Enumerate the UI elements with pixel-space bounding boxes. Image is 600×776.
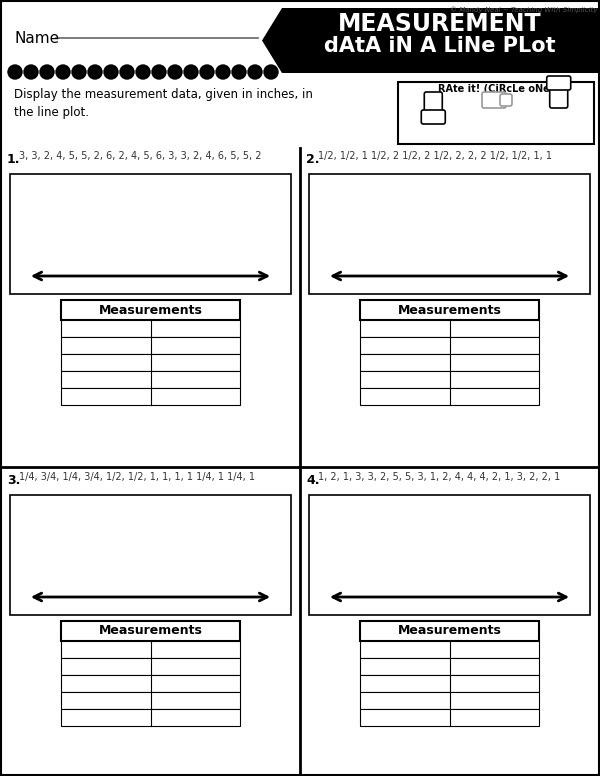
FancyBboxPatch shape — [361, 675, 539, 692]
Text: © Mandy Neal ~ Teaching With Simplicity: © Mandy Neal ~ Teaching With Simplicity — [449, 6, 597, 12]
Text: 1/4, 3/4, 1/4, 3/4, 1/2, 1/2, 1, 1, 1, 1 1/4, 1 1/4, 1: 1/4, 3/4, 1/4, 3/4, 1/2, 1/2, 1, 1, 1, 1… — [19, 472, 255, 482]
Circle shape — [168, 65, 182, 79]
FancyBboxPatch shape — [361, 354, 539, 371]
Text: Name: Name — [14, 31, 59, 46]
Circle shape — [120, 65, 134, 79]
FancyBboxPatch shape — [61, 300, 239, 320]
FancyBboxPatch shape — [421, 110, 445, 124]
Circle shape — [216, 65, 230, 79]
Circle shape — [24, 65, 38, 79]
Circle shape — [200, 65, 214, 79]
Circle shape — [248, 65, 262, 79]
FancyBboxPatch shape — [361, 371, 539, 388]
Text: 1, 2, 1, 3, 3, 2, 5, 5, 3, 1, 2, 4, 4, 4, 2, 1, 3, 2, 2, 1: 1, 2, 1, 3, 3, 2, 5, 5, 3, 1, 2, 4, 4, 4… — [318, 472, 560, 482]
Circle shape — [8, 65, 22, 79]
FancyBboxPatch shape — [61, 692, 239, 709]
FancyBboxPatch shape — [10, 174, 291, 294]
Polygon shape — [262, 8, 598, 73]
FancyBboxPatch shape — [61, 621, 239, 641]
Text: Measurements: Measurements — [398, 625, 502, 638]
FancyBboxPatch shape — [482, 92, 506, 108]
Circle shape — [72, 65, 86, 79]
FancyBboxPatch shape — [361, 621, 539, 641]
Circle shape — [152, 65, 166, 79]
FancyBboxPatch shape — [361, 320, 539, 337]
Circle shape — [136, 65, 150, 79]
Text: 1/2, 1/2, 1 1/2, 2 1/2, 2 1/2, 2, 2, 2 1/2, 1/2, 1, 1: 1/2, 1/2, 1 1/2, 2 1/2, 2 1/2, 2, 2, 2 1… — [318, 151, 552, 161]
FancyBboxPatch shape — [61, 320, 239, 337]
Text: 2.: 2. — [306, 153, 320, 166]
Text: 1.: 1. — [7, 153, 20, 166]
FancyBboxPatch shape — [61, 709, 239, 726]
Circle shape — [56, 65, 70, 79]
FancyBboxPatch shape — [361, 692, 539, 709]
Text: MEASUREMENT: MEASUREMENT — [338, 12, 542, 36]
FancyBboxPatch shape — [398, 82, 594, 144]
Circle shape — [184, 65, 198, 79]
FancyBboxPatch shape — [61, 388, 239, 405]
FancyBboxPatch shape — [424, 92, 442, 116]
Text: RAte it! (CiRcLe oNe): RAte it! (CiRcLe oNe) — [438, 84, 554, 94]
FancyBboxPatch shape — [361, 641, 539, 658]
FancyBboxPatch shape — [361, 388, 539, 405]
Text: Measurements: Measurements — [98, 625, 202, 638]
Text: 3.: 3. — [7, 474, 20, 487]
Text: Measurements: Measurements — [398, 303, 502, 317]
FancyBboxPatch shape — [361, 300, 539, 320]
Text: dAtA iN A LiNe PLot: dAtA iN A LiNe PLot — [324, 36, 556, 56]
FancyBboxPatch shape — [500, 94, 512, 106]
FancyBboxPatch shape — [361, 709, 539, 726]
FancyBboxPatch shape — [61, 371, 239, 388]
FancyBboxPatch shape — [361, 658, 539, 675]
FancyBboxPatch shape — [61, 675, 239, 692]
FancyBboxPatch shape — [61, 641, 239, 658]
FancyBboxPatch shape — [309, 174, 590, 294]
FancyBboxPatch shape — [547, 76, 571, 90]
FancyBboxPatch shape — [61, 658, 239, 675]
FancyBboxPatch shape — [61, 337, 239, 354]
Text: Measurements: Measurements — [98, 303, 202, 317]
Text: Display the measurement data, given in inches, in
the line plot.: Display the measurement data, given in i… — [14, 88, 313, 119]
Circle shape — [88, 65, 102, 79]
Circle shape — [232, 65, 246, 79]
Circle shape — [264, 65, 278, 79]
Circle shape — [40, 65, 54, 79]
FancyBboxPatch shape — [10, 495, 291, 615]
Text: 4.: 4. — [306, 474, 320, 487]
FancyBboxPatch shape — [550, 84, 568, 108]
FancyBboxPatch shape — [309, 495, 590, 615]
Circle shape — [104, 65, 118, 79]
FancyBboxPatch shape — [61, 354, 239, 371]
Text: 3, 3, 2, 4, 5, 5, 2, 6, 2, 4, 5, 6, 3, 3, 2, 4, 6, 5, 5, 2: 3, 3, 2, 4, 5, 5, 2, 6, 2, 4, 5, 6, 3, 3… — [19, 151, 262, 161]
FancyBboxPatch shape — [361, 337, 539, 354]
